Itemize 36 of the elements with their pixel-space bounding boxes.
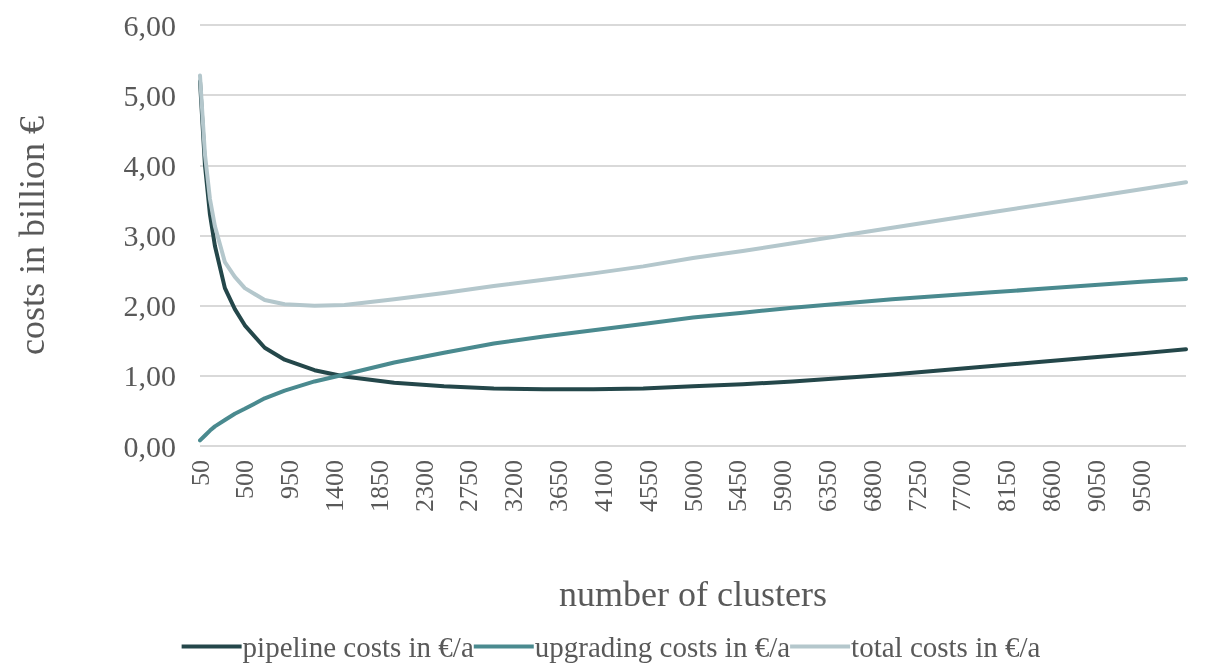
y-tick-label: 6,00	[123, 8, 176, 42]
x-tick-label: 950	[275, 460, 305, 499]
y-tick-label: 3,00	[123, 219, 176, 252]
x-tick-label: 9500	[1126, 460, 1156, 512]
x-tick-label: 5900	[768, 460, 798, 512]
x-tick-label: 8600	[1037, 460, 1067, 512]
y-tick-label: 2,00	[123, 289, 176, 323]
legend-label: pipeline costs in €/a	[242, 630, 474, 663]
x-tick-label: 2300	[409, 460, 439, 512]
x-tick-label: 7250	[902, 460, 932, 512]
y-tick-label: 1,00	[123, 359, 176, 393]
y-tick-label: 0,00	[123, 429, 176, 463]
x-tick-label: 50	[185, 460, 215, 486]
x-tick-label: 1400	[319, 460, 349, 512]
x-tick-label: 7700	[947, 460, 977, 512]
y-tick-label: 5,00	[123, 78, 176, 112]
x-tick-label: 2750	[454, 460, 484, 512]
y-tick-label: 4,00	[123, 148, 176, 182]
x-tick-label: 4550	[633, 460, 663, 512]
x-tick-label: 4100	[588, 460, 618, 512]
x-tick-label: 3650	[544, 460, 574, 512]
x-tick-label: 500	[230, 460, 260, 499]
x-tick-label: 3200	[499, 460, 529, 512]
x-tick-label: 6350	[812, 460, 842, 512]
x-tick-label: 9050	[1081, 460, 1111, 512]
x-tick-label: 1850	[364, 460, 394, 512]
x-tick-label: 6800	[857, 460, 887, 512]
line-series	[198, 277, 1188, 443]
x-axis-title: number of clusters	[559, 574, 827, 614]
line-series	[198, 73, 1188, 308]
legend-label: total costs in €/a	[851, 630, 1041, 663]
x-tick-label: 5450	[723, 460, 753, 512]
y-axis-title: costs in billion €	[12, 115, 52, 356]
legend-label: upgrading costs in €/a	[534, 630, 791, 663]
x-tick-label: 5000	[678, 460, 708, 512]
x-tick-label: 8150	[992, 460, 1022, 512]
